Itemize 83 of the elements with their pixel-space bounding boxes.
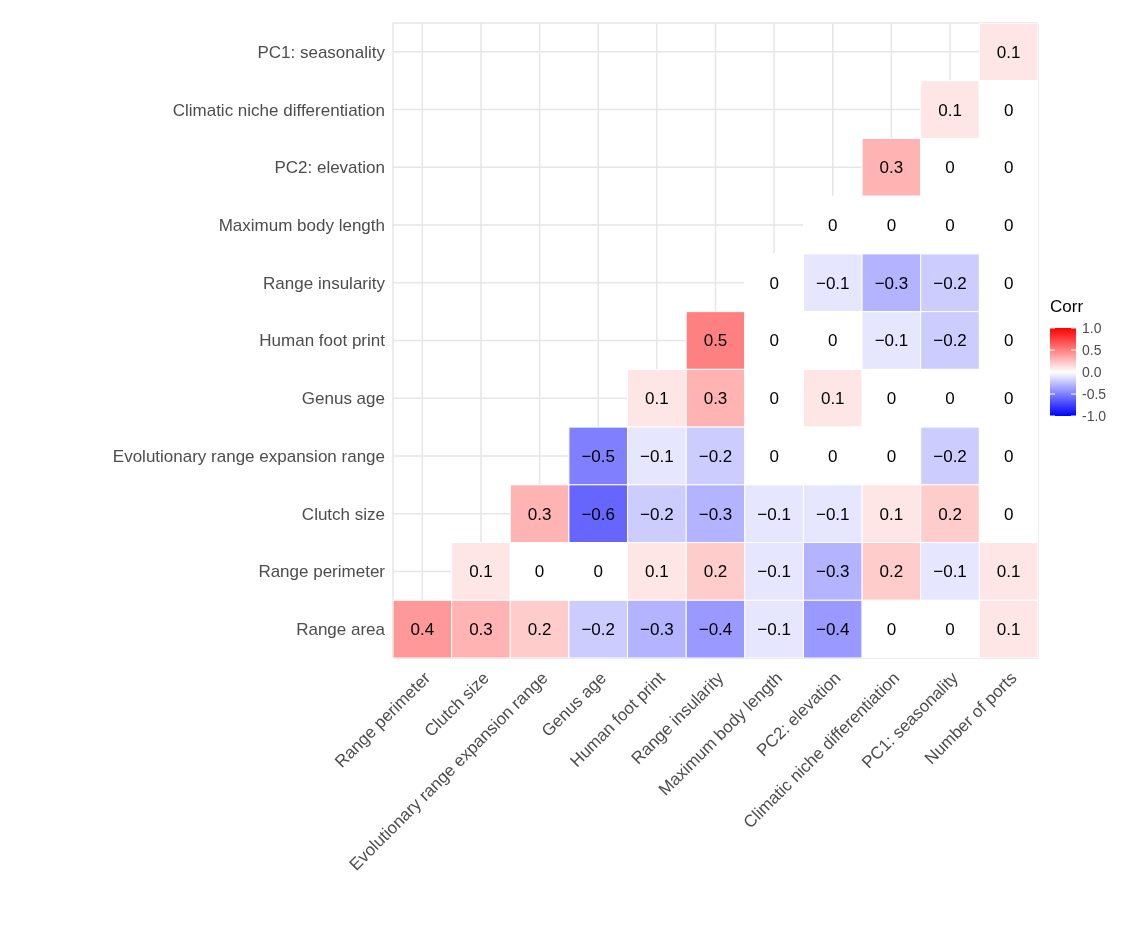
data-label: 0.1 bbox=[820, 389, 845, 409]
data-label: 0.2 bbox=[703, 562, 728, 582]
color-bar-title: Corr bbox=[1050, 297, 1084, 316]
data-label: −0.1 bbox=[933, 562, 967, 582]
data-label: 0.3 bbox=[469, 620, 493, 640]
color-bar-label: 0.0 bbox=[1082, 363, 1102, 380]
color-bar-label: 0.5 bbox=[1082, 341, 1102, 358]
y-tick-label: Evolutionary range expansion range bbox=[112, 446, 385, 466]
data-label: 0.3 bbox=[703, 389, 728, 409]
data-label: 0 bbox=[945, 620, 955, 640]
data-label: 0 bbox=[828, 446, 838, 466]
data-label: 0 bbox=[1003, 446, 1014, 466]
data-label: 0 bbox=[1003, 216, 1014, 235]
data-label: 0 bbox=[534, 562, 545, 582]
data-label: 0 bbox=[769, 273, 779, 293]
y-tick-label: Range perimeter bbox=[258, 562, 386, 582]
data-label: 0.3 bbox=[879, 158, 904, 178]
data-label: 0.1 bbox=[996, 562, 1021, 582]
data-label: 0 bbox=[886, 389, 897, 409]
data-label: −0.3 bbox=[698, 504, 733, 524]
y-tick-label: Genus age bbox=[301, 389, 385, 409]
data-label: −0.4 bbox=[698, 620, 733, 640]
data-label: 0.2 bbox=[879, 562, 904, 582]
y-tick-label: Maximum body length bbox=[218, 216, 385, 235]
data-label: −0.2 bbox=[698, 446, 733, 466]
data-label: 0 bbox=[828, 331, 838, 351]
data-label: 0 bbox=[769, 446, 779, 466]
data-label: −0.3 bbox=[640, 620, 674, 640]
data-label: 0.5 bbox=[703, 331, 728, 351]
data-label: 0 bbox=[1003, 331, 1014, 351]
data-label: −0.5 bbox=[581, 446, 616, 466]
data-label: 0 bbox=[886, 216, 897, 235]
data-label: 0.1 bbox=[469, 562, 493, 582]
data-label: −0.4 bbox=[815, 620, 850, 640]
data-label: 0 bbox=[1003, 389, 1014, 409]
data-label: −0.2 bbox=[933, 446, 967, 466]
data-label: −0.1 bbox=[815, 273, 850, 293]
y-tick-label: Climatic niche differentiation bbox=[172, 100, 385, 120]
y-tick-label: Human foot print bbox=[259, 331, 386, 351]
data-label: 0.1 bbox=[996, 620, 1021, 640]
data-label: 0 bbox=[769, 389, 779, 409]
data-label: 0.3 bbox=[527, 504, 552, 524]
data-label: 0.2 bbox=[938, 504, 962, 524]
data-label: −0.1 bbox=[757, 504, 791, 524]
data-label: 0.4 bbox=[410, 620, 435, 640]
data-label: 0 bbox=[945, 158, 955, 178]
data-label: 0 bbox=[1003, 504, 1014, 524]
data-label: 0 bbox=[593, 562, 603, 582]
data-label: −0.1 bbox=[815, 504, 850, 524]
y-tick-label: PC2: elevation bbox=[274, 158, 385, 178]
y-tick-label: PC1: seasonality bbox=[257, 42, 386, 62]
data-label: 0 bbox=[886, 620, 897, 640]
color-bar-label: 1.0 bbox=[1082, 319, 1102, 336]
data-label: −0.1 bbox=[757, 562, 791, 582]
data-label: 0.1 bbox=[938, 100, 962, 120]
data-label: −0.6 bbox=[581, 504, 616, 524]
data-label: −0.2 bbox=[581, 620, 616, 640]
y-tick-label: Range area bbox=[296, 620, 386, 640]
data-label: −0.2 bbox=[933, 331, 967, 351]
data-label: −0.2 bbox=[933, 273, 967, 293]
data-label: 0.2 bbox=[527, 620, 552, 640]
data-label: −0.1 bbox=[757, 620, 791, 640]
data-label: 0 bbox=[1003, 273, 1014, 293]
data-label: 0 bbox=[1003, 100, 1014, 120]
color-bar-label: -1.0 bbox=[1082, 407, 1107, 424]
data-label: 0 bbox=[828, 216, 838, 235]
data-label: 0 bbox=[886, 446, 897, 466]
data-label: 0.1 bbox=[645, 562, 669, 582]
data-label: 0.1 bbox=[996, 42, 1021, 62]
color-bar-label: -0.5 bbox=[1082, 385, 1107, 402]
y-tick-label: Range insularity bbox=[263, 273, 386, 293]
data-label: 0.1 bbox=[879, 504, 904, 524]
data-label: 0 bbox=[945, 389, 955, 409]
data-label: 0.1 bbox=[645, 389, 669, 409]
data-label: 0 bbox=[945, 216, 955, 235]
data-label: −0.3 bbox=[874, 273, 909, 293]
data-label: −0.1 bbox=[874, 331, 909, 351]
data-label: −0.1 bbox=[640, 446, 674, 466]
data-label: −0.3 bbox=[815, 562, 850, 582]
data-label: 0 bbox=[1003, 158, 1014, 178]
data-label: −0.2 bbox=[640, 504, 674, 524]
y-tick-label: Clutch size bbox=[301, 504, 385, 524]
data-label: 0 bbox=[769, 331, 779, 351]
